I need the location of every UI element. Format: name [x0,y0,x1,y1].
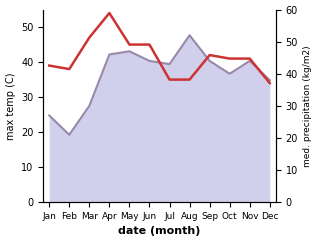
Y-axis label: max temp (C): max temp (C) [5,72,16,140]
X-axis label: date (month): date (month) [118,227,201,236]
Y-axis label: med. precipitation (kg/m2): med. precipitation (kg/m2) [303,45,313,167]
